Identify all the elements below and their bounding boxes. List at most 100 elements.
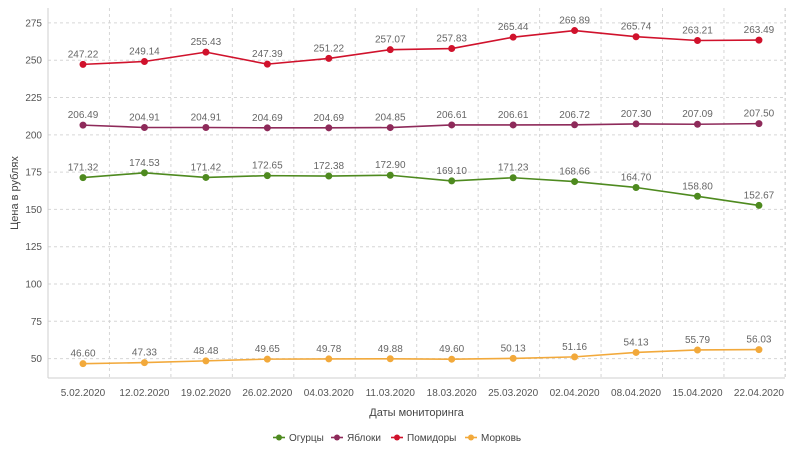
data-label: 257.07 xyxy=(375,35,406,46)
data-point xyxy=(694,346,701,354)
data-point xyxy=(140,58,148,66)
data-point xyxy=(632,348,640,356)
data-point xyxy=(448,177,456,185)
data-point xyxy=(325,172,333,180)
data-point xyxy=(632,120,640,128)
x-tick-label: 11.03.2020 xyxy=(366,388,416,399)
data-point xyxy=(140,359,148,367)
x-tick-label: 12.02.2020 xyxy=(119,388,169,399)
data-point xyxy=(755,36,763,44)
data-point xyxy=(509,121,517,129)
x-tick-label: 26.02.2020 xyxy=(242,388,292,399)
legend-label: Огурцы xyxy=(289,433,324,444)
data-label: 49.60 xyxy=(439,344,464,355)
data-label: 207.09 xyxy=(682,109,713,120)
data-label: 269.89 xyxy=(559,16,590,27)
data-point xyxy=(140,169,148,177)
legend-swatch-marker xyxy=(394,434,400,441)
x-tick-label: 19.02.2020 xyxy=(181,388,231,399)
series-line xyxy=(82,29,759,66)
data-label: 49.78 xyxy=(316,344,341,355)
data-point xyxy=(140,123,148,131)
data-label: 158.80 xyxy=(682,181,713,192)
data-label: 257.83 xyxy=(436,34,467,45)
data-point xyxy=(263,60,271,68)
y-tick-label: 150 xyxy=(25,205,42,216)
x-tick-label: 02.04.2020 xyxy=(550,388,600,399)
data-point xyxy=(632,183,640,191)
data-point xyxy=(571,353,579,361)
series-line xyxy=(82,348,759,365)
x-tick-label: 22.04.2020 xyxy=(734,388,784,399)
data-label: 206.61 xyxy=(436,110,467,121)
data-label: 263.21 xyxy=(682,26,713,37)
data-point xyxy=(509,174,517,182)
y-tick-label: 275 xyxy=(25,18,42,29)
axes: 50 75 100 125 150 175 200 225 250 275 5.02.2020 12.… xyxy=(25,8,785,399)
y-tick-label: 250 xyxy=(25,56,42,67)
data-point xyxy=(571,178,579,186)
data-label: 206.61 xyxy=(498,110,529,121)
data-point xyxy=(386,171,394,179)
data-label: 204.69 xyxy=(252,113,283,124)
data-label: 54.13 xyxy=(624,337,649,348)
data-point xyxy=(448,355,456,363)
legend-label: Помидоры xyxy=(407,433,456,444)
data-label: 46.60 xyxy=(70,349,95,360)
data-point xyxy=(632,33,640,41)
data-label: 152.67 xyxy=(744,190,775,201)
data-labels: 171.32 174.53 171.42 172.65 172.38 172.90 169.… xyxy=(68,16,775,360)
data-label: 168.66 xyxy=(559,167,590,178)
legend-swatch-marker xyxy=(468,434,474,441)
data-label: 174.53 xyxy=(129,158,160,169)
data-point xyxy=(325,54,333,62)
data-point xyxy=(571,27,579,35)
legend-swatch-marker xyxy=(276,434,282,441)
data-label: 171.23 xyxy=(498,163,529,174)
data-point xyxy=(509,354,517,362)
data-point xyxy=(79,360,87,368)
data-label: 204.69 xyxy=(314,113,345,124)
data-label: 265.74 xyxy=(621,22,652,33)
data-point xyxy=(79,174,87,182)
data-label: 171.42 xyxy=(191,162,222,173)
data-point xyxy=(571,121,579,129)
x-tick-label: 15.04.2020 xyxy=(672,388,722,399)
data-point xyxy=(202,48,210,56)
y-tick-label: 100 xyxy=(25,280,42,291)
data-point xyxy=(694,120,701,128)
series-group xyxy=(79,27,763,368)
data-label: 204.85 xyxy=(375,113,406,124)
data-label: 49.65 xyxy=(255,344,280,355)
series-line xyxy=(82,172,760,207)
data-point xyxy=(79,121,87,129)
data-label: 56.03 xyxy=(746,335,771,346)
data-label: 204.91 xyxy=(129,112,160,123)
data-point xyxy=(202,173,210,181)
data-label: 164.70 xyxy=(621,172,652,183)
data-point xyxy=(448,121,456,129)
data-point xyxy=(263,124,271,132)
y-tick-label: 225 xyxy=(25,93,42,104)
data-point xyxy=(694,37,701,45)
data-label: 48.48 xyxy=(193,346,218,357)
data-label: 47.33 xyxy=(132,348,157,359)
data-label: 207.50 xyxy=(744,109,775,120)
data-point xyxy=(325,124,333,132)
data-label: 251.22 xyxy=(314,43,345,54)
data-label: 171.32 xyxy=(68,163,99,174)
data-label: 172.90 xyxy=(375,160,406,171)
data-label: 249.14 xyxy=(129,47,160,58)
legend-swatch-marker xyxy=(334,434,340,441)
x-tick-label: 5.02.2020 xyxy=(61,388,106,399)
data-label: 50.13 xyxy=(501,343,526,354)
data-label: 247.22 xyxy=(68,49,99,60)
data-point xyxy=(325,355,333,363)
data-point xyxy=(448,45,456,53)
data-point xyxy=(755,346,763,354)
data-label: 51.16 xyxy=(562,342,587,353)
data-label: 204.91 xyxy=(191,112,222,123)
data-label: 247.39 xyxy=(252,49,283,60)
y-tick-label: 175 xyxy=(25,168,42,179)
